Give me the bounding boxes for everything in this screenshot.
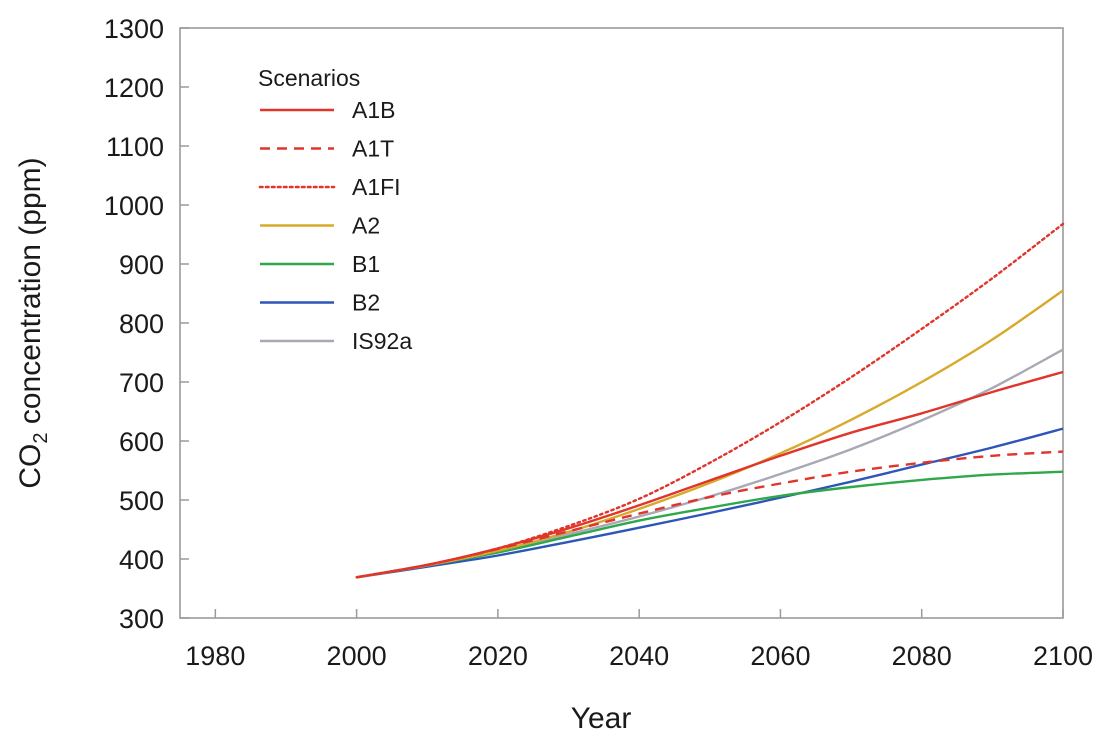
y-tick-label: 800 <box>119 309 164 339</box>
y-tick-label: 300 <box>119 604 164 634</box>
legend-label-a1t: A1T <box>352 136 394 162</box>
legend-title: Scenarios <box>258 65 360 91</box>
series-line-a2 <box>356 289 1064 579</box>
y-tick-label: 1200 <box>104 73 164 103</box>
y-tick-label: 600 <box>119 427 164 457</box>
legend-label-a2: A2 <box>352 213 380 239</box>
y-tick-label: 500 <box>119 486 164 516</box>
series-line-b2 <box>356 427 1064 579</box>
x-tick-label: 2100 <box>1033 641 1093 671</box>
x-tick-label: 2080 <box>892 641 952 671</box>
y-tick-label: 1100 <box>106 132 164 162</box>
y-tick-label: 700 <box>119 368 164 398</box>
y-tick-label: 1300 <box>104 14 164 44</box>
legend-label-b1: B1 <box>352 251 380 277</box>
y-tick-label: 400 <box>119 545 164 575</box>
legend-label-a1b: A1B <box>352 97 395 123</box>
x-axis-title: Year <box>571 702 632 735</box>
x-tick-label: 2000 <box>327 641 387 671</box>
y-axis-title-rest: concentration (ppm) <box>14 157 47 432</box>
y-axis-title: CO2 concentration (ppm) <box>14 157 52 488</box>
legend-label-b2: B2 <box>352 290 380 316</box>
legend-label-a1fi: A1FI <box>352 174 401 200</box>
y-tick-label: 900 <box>119 250 164 280</box>
x-tick-label: 2060 <box>750 641 810 671</box>
series-line-a1fi <box>355 222 1065 579</box>
y-tick-label: 1000 <box>104 191 164 221</box>
x-tick-label: 2040 <box>609 641 669 671</box>
x-tick-label: 2020 <box>468 641 528 671</box>
y-axis-title-main: CO <box>14 444 47 489</box>
x-tick-label: 1980 <box>185 641 245 671</box>
x-axis: 1980 2000 2020 2040 2060 2080 2100 <box>185 609 1093 671</box>
y-axis: 300 400 500 600 700 800 900 1000 1100 1200 1300 <box>104 14 189 634</box>
series-lines <box>355 222 1065 579</box>
legend: Scenarios A1B A1T A1FI A2 B1 B2 IS92a <box>258 65 412 354</box>
legend-label-is92a: IS92a <box>352 328 412 354</box>
series-line-a1b <box>356 370 1064 579</box>
y-axis-title-subscript: 2 <box>30 433 52 444</box>
series-line-a1t <box>356 450 1064 579</box>
